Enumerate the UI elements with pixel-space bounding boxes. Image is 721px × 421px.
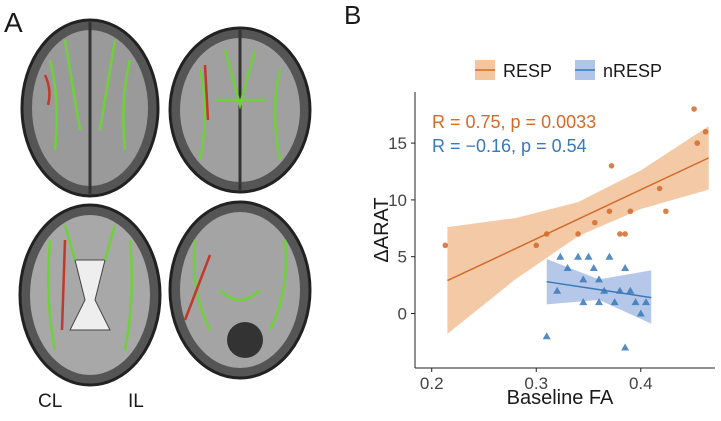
point [656, 185, 663, 192]
x-axis-label: Baseline FA [507, 387, 614, 409]
point [589, 264, 598, 272]
legend-label: nRESP [603, 61, 662, 81]
point [621, 343, 630, 351]
point [542, 332, 551, 340]
fit-line [447, 157, 710, 282]
panel-label: A [4, 7, 23, 38]
point [694, 140, 701, 146]
y-axis-label: ΔARAT [371, 197, 393, 262]
point [442, 242, 449, 249]
panel-label: B [344, 0, 361, 30]
x-tick-label: 0.3 [524, 374, 548, 393]
point [543, 231, 550, 237]
x-tick-label: 0.2 [420, 374, 444, 393]
point [631, 298, 640, 306]
point [610, 298, 619, 306]
point [556, 252, 565, 260]
point [591, 219, 598, 226]
point [621, 264, 630, 272]
point [663, 208, 669, 215]
point [600, 286, 609, 294]
point [563, 264, 572, 272]
y-tick-label: 10 [388, 191, 407, 210]
brain-slices [18, 18, 312, 387]
stat-annotation: R = −0.16, p = 0.54 [432, 136, 587, 156]
y-tick-label: 15 [388, 134, 407, 153]
brain-slice [168, 26, 312, 194]
side-label: IL [128, 391, 144, 412]
y-tick-label: 5 [398, 248, 407, 267]
point [626, 286, 635, 294]
brain-slice [168, 200, 312, 380]
side-label: CL [38, 391, 62, 412]
fit-line [546, 280, 652, 299]
legend-label: RESP [503, 61, 552, 81]
confidence-band [546, 258, 652, 324]
y-tick-label: 0 [398, 304, 407, 323]
point [642, 298, 651, 306]
point [584, 252, 593, 260]
point [615, 286, 624, 294]
point [594, 298, 603, 306]
brain-slice [20, 18, 160, 198]
point [606, 208, 613, 215]
point [636, 309, 645, 317]
point [605, 252, 614, 260]
point [608, 163, 615, 169]
brain-slice [18, 203, 162, 387]
point [579, 275, 588, 283]
confidence-band [447, 126, 709, 334]
point [553, 286, 562, 294]
point [622, 231, 628, 237]
point [627, 208, 634, 215]
point [617, 231, 623, 237]
point [574, 252, 583, 260]
stat-annotation: R = 0.75, p = 0.0033 [432, 112, 596, 132]
point [702, 128, 709, 135]
point [579, 298, 588, 306]
point [594, 275, 603, 283]
point [575, 231, 581, 237]
x-tick-label: 0.4 [629, 374, 653, 393]
point [533, 242, 540, 249]
point [691, 106, 697, 112]
